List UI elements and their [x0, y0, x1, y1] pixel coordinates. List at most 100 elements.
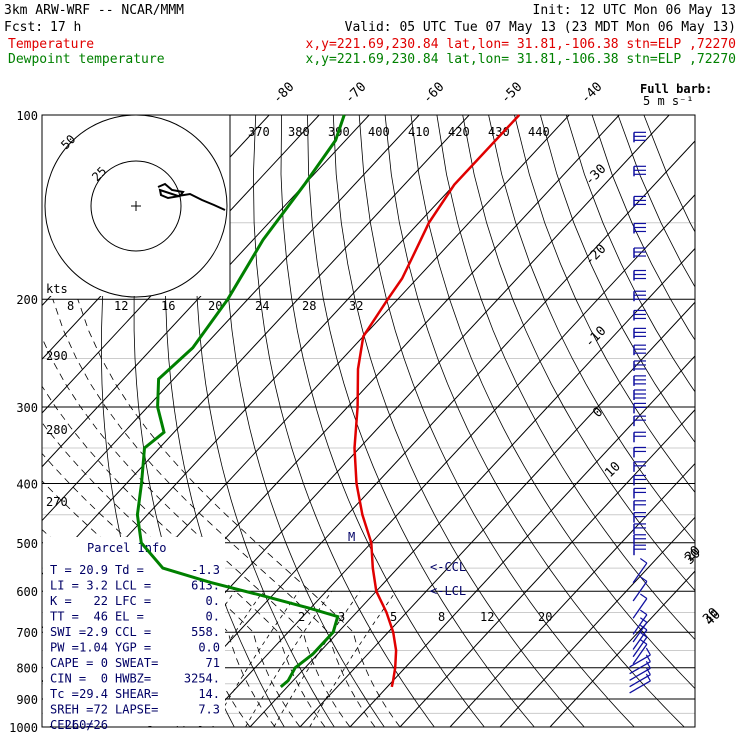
- barb-legend-value: 5 m s⁻¹: [643, 94, 694, 108]
- mixing-ratio-label-bottom: 5: [390, 610, 397, 624]
- dry-adiabat: [618, 115, 740, 727]
- wind-barb: [634, 390, 646, 400]
- isotherm: [350, 115, 740, 727]
- pressure-tick-label: 600: [16, 585, 38, 599]
- theta-side-label: 280: [46, 423, 68, 437]
- wind-barb: [634, 501, 646, 511]
- hodograph: 50 25 kts: [42, 115, 230, 297]
- parcel-info-cell: SREH =: [50, 703, 93, 717]
- parcel-info-cell: 29.4: [79, 687, 108, 701]
- wind-barb: [634, 376, 646, 386]
- pressure-tick-label: 800: [16, 662, 38, 676]
- wind-barb: [634, 545, 646, 555]
- parcel-info-cell: 7.3: [198, 703, 220, 717]
- parcel-info-cell: CAPE =: [50, 656, 93, 670]
- dry-adiabat: [644, 115, 740, 727]
- wind-barb: [634, 345, 646, 355]
- temperature-legend: Temperature: [8, 37, 94, 52]
- theta-label: 420: [448, 125, 470, 139]
- wind-barb: [634, 196, 646, 206]
- parcel-info-cell: Td =: [115, 563, 144, 577]
- lcl-marker: <-LCL: [430, 584, 466, 598]
- isotherm: [200, 115, 740, 727]
- wind-barb: [634, 447, 646, 457]
- parcel-info-cell: 3254.: [184, 672, 220, 686]
- parcel-info-cell: 14.: [198, 687, 220, 701]
- isotherm: [400, 115, 740, 727]
- dry-adiabat: [359, 115, 634, 727]
- theta-label: 410: [408, 125, 430, 139]
- pressure-tick-label: 200: [16, 293, 38, 307]
- mixing-ratio-label-bottom: 20: [538, 610, 552, 624]
- dewpoint-location: x,y=221.69,230.84 lat,lon= 31.81,-106.38…: [306, 52, 736, 67]
- parcel-info-cell: CCL =: [115, 625, 151, 639]
- mixing-ratio-label-top: 28: [302, 299, 316, 313]
- parcel-info-title: Parcel Info: [87, 541, 166, 555]
- parcel-info-cell: 558.: [191, 625, 220, 639]
- parcel-info-cell: 0: [101, 656, 108, 670]
- dry-adiabat: [411, 115, 734, 727]
- wind-barb: [627, 594, 647, 618]
- wind-barb: [634, 328, 646, 338]
- parcel-info-cell: HWBZ=: [115, 672, 151, 686]
- isotherm-label: -20: [582, 242, 609, 269]
- parcel-info-cell: 71: [206, 656, 220, 670]
- mixing-ratio-label-bottom: 12: [480, 610, 494, 624]
- theta-side-label: 290: [46, 349, 68, 363]
- dry-adiabat: [592, 115, 740, 727]
- wind-barb: [634, 432, 646, 442]
- parcel-info-cell: 0: [101, 672, 108, 686]
- isotherm-label: 10: [602, 459, 624, 481]
- wind-barb: [634, 271, 646, 281]
- model-title: 3km ARW-WRF -- NCAR/MMM: [4, 3, 184, 18]
- parcel-info-cell: 0.: [206, 610, 220, 624]
- dry-adiabat: [253, 115, 434, 727]
- parcel-info-cell: EL =: [115, 610, 144, 624]
- valid-time: Valid: 05 UTC Tue 07 May 13 (23 MDT Mon …: [345, 20, 736, 35]
- dewpoint-legend: Dewpoint temperature: [8, 52, 165, 67]
- parcel-info-cell: SHEAR=: [115, 687, 158, 701]
- parcel-info-cell: 2.9: [86, 625, 108, 639]
- isotherm-label: -30: [582, 162, 609, 189]
- mixing-ratio-label-top: 16: [161, 299, 175, 313]
- ccl-marker: <-CCL: [430, 560, 466, 574]
- isotherm: [250, 115, 740, 727]
- parcel-info-cell: LFC =: [115, 594, 151, 608]
- parcel-info-cell: TT =: [50, 610, 79, 624]
- pressure-tick-label: 500: [16, 537, 38, 551]
- isotherm-label: -40: [578, 80, 605, 107]
- dry-adiabat: [489, 115, 740, 727]
- parcel-info-cell: 3.2: [86, 579, 108, 593]
- isotherm-label: -50: [498, 80, 525, 107]
- isotherm: [450, 115, 740, 727]
- pressure-tick-label: 300: [16, 401, 38, 415]
- isotherm-label: -60: [420, 80, 447, 107]
- pressure-tick-label: 400: [16, 477, 38, 491]
- parcel-info-cell: CIN =: [50, 672, 86, 686]
- dry-adiabat: [540, 115, 740, 727]
- init-time: Init: 12 UTC Mon 06 May 13: [533, 3, 737, 18]
- isotherm-label: -70: [342, 80, 369, 107]
- parcel-info-cell: SWEAT=: [115, 656, 158, 670]
- wind-scale-label: 30: [682, 546, 704, 568]
- wind-barb: [634, 488, 646, 498]
- parcel-info-cell: 46: [94, 610, 108, 624]
- isotherm-label: -10: [582, 324, 609, 351]
- parcel-info-cell: LAPSE=: [115, 703, 158, 717]
- parcel-info-cell: 0.0: [198, 641, 220, 655]
- pressure-tick-label: 700: [16, 626, 38, 640]
- parcel-info-cell: 72: [94, 703, 108, 717]
- theta-side-label: 270: [46, 495, 68, 509]
- pressure-tick-label: 100: [16, 109, 38, 123]
- wind-barb: [634, 223, 646, 233]
- theta-label: 370: [248, 125, 270, 139]
- parcel-info-cell: LCL =: [115, 579, 151, 593]
- parcel-info-cell: 0.: [206, 594, 220, 608]
- mixing-ratio-label-bottom: 8: [438, 610, 445, 624]
- parcel-info-cell: -1.3: [191, 563, 220, 577]
- parcel-info-cell: 20.9: [79, 563, 108, 577]
- parcel-info-cell: 260/26: [65, 718, 108, 732]
- hodograph-units: kts: [46, 282, 68, 296]
- mixing-ratio-label-top: 12: [114, 299, 128, 313]
